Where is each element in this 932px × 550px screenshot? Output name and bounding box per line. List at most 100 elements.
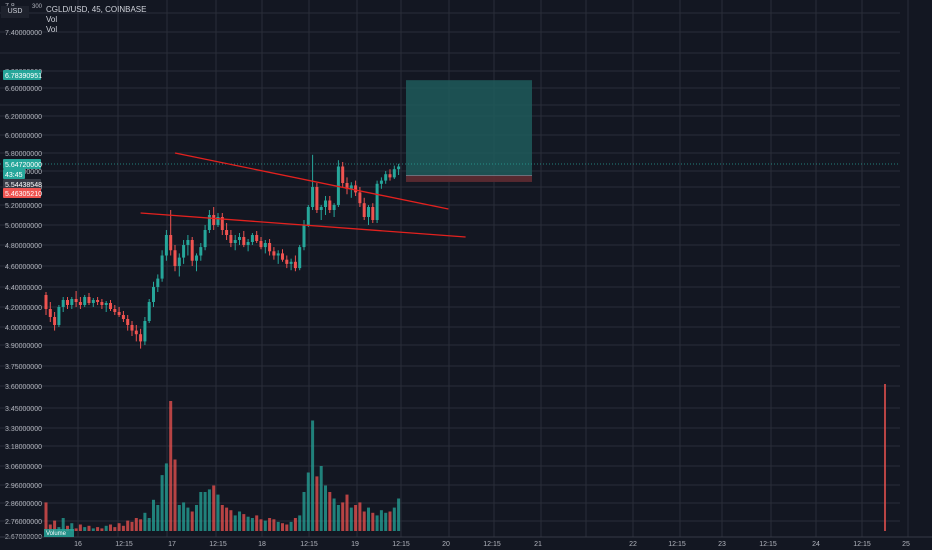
candle-body (384, 174, 388, 181)
target-zone (406, 80, 532, 176)
symbol-title[interactable]: CGLD/USD, 45, COINBASE (46, 5, 147, 14)
candle-body (78, 302, 82, 305)
candle-body (268, 243, 272, 252)
volume-bar (358, 502, 362, 531)
time-tick-label: 22 (629, 541, 637, 548)
price-tick-label: 5.00000000 (5, 223, 42, 230)
time-tick-label: 24 (812, 541, 820, 548)
candle-body (177, 257, 181, 266)
volume-bar (354, 505, 358, 531)
candle-body (392, 169, 396, 178)
price-marker-label: 43:45 (5, 172, 23, 179)
candle-body (250, 235, 254, 242)
price-tick-label-clipped-2: 300 (32, 4, 43, 10)
price-tick-label: 6.60000000 (5, 86, 42, 93)
candle-body (152, 287, 155, 302)
price-marker-label: 5.46305210 (5, 191, 42, 198)
candle-body (238, 237, 241, 240)
volume-bar (147, 518, 151, 531)
volume-bar (384, 512, 388, 531)
volume-bar (177, 505, 181, 531)
candle-body (276, 253, 280, 256)
candle-body (358, 192, 362, 204)
volume-bar (298, 515, 302, 531)
candle-body (336, 166, 340, 205)
position-tool[interactable] (0, 80, 900, 182)
price-tick-label: 3.18000000 (5, 444, 42, 451)
price-tick-label: 2.76000000 (5, 519, 42, 526)
time-tick-label: 12:15 (853, 541, 871, 548)
price-tick-label: 2.86000000 (5, 501, 42, 508)
time-tick-label: 12:15 (209, 541, 227, 548)
volume-bar (229, 510, 233, 531)
candle-body (375, 183, 379, 220)
volume-bar (83, 527, 87, 531)
volume-bar (315, 476, 319, 531)
candle-body (328, 200, 332, 210)
candle-body (173, 250, 177, 266)
volume-axis-badge (44, 529, 74, 537)
candle-body (216, 217, 220, 225)
time-tick-label: 18 (258, 541, 266, 548)
candle-body (160, 255, 164, 279)
candle-body (293, 261, 297, 269)
volume-bar (367, 507, 370, 531)
volume-bar (362, 511, 366, 531)
candle-body (113, 309, 117, 312)
candlesticks (44, 154, 401, 349)
volume-bar (341, 502, 345, 531)
candle-body (225, 230, 229, 235)
candle-body (100, 302, 104, 305)
time-tick-label: 12:15 (483, 541, 501, 548)
volume-bar (134, 518, 138, 531)
volume-bar (332, 498, 336, 531)
price-tick-label: 3.75000000 (5, 364, 42, 371)
volume-bar (130, 521, 134, 531)
volume-bar (104, 525, 108, 531)
candle-body (315, 187, 319, 210)
price-tick-label: 4.40000000 (5, 285, 42, 292)
trendlines[interactable] (140, 152, 466, 238)
volume-indicator-label[interactable]: Vol (46, 15, 58, 24)
trendline-1 (174, 152, 449, 210)
time-tick-label: 20 (442, 541, 450, 548)
volume-bar (186, 507, 190, 531)
currency-badge[interactable]: USD (1, 6, 29, 18)
volume-indicator-label-2[interactable]: Vol (46, 25, 58, 34)
price-marker (3, 169, 25, 179)
volume-bar (259, 519, 263, 531)
chart-legend: CGLD/USD, 45, COINBASE Vol Vol (46, 5, 146, 35)
candle-body (397, 166, 401, 170)
volume-bar (113, 527, 117, 531)
volume-bar (285, 524, 289, 531)
candle-body (341, 166, 345, 183)
candle-body (83, 297, 87, 305)
price-tick-label: 4.80000000 (5, 243, 42, 250)
price-marker (3, 159, 41, 169)
time-tick-label: 12:15 (115, 541, 133, 548)
time-tick-label: 25 (902, 541, 910, 548)
volume-bar (96, 527, 100, 531)
candle-body (109, 303, 112, 309)
time-tick-label: 12:15 (300, 541, 318, 548)
price-marker (3, 188, 41, 198)
price-axis[interactable]: 7.400000007.000000006.600000006.20000000… (3, 3, 43, 541)
volume-bar (61, 518, 65, 531)
candle-body (207, 215, 211, 230)
volume-bar (293, 518, 297, 531)
volume-bar (388, 511, 392, 531)
candle-body (203, 230, 207, 248)
time-axis[interactable]: 16 12:15 17 12:15 18 12:15 19 12:15 20 12:15 21 22 1… (0, 529, 932, 548)
time-tick-label: 16 (74, 541, 82, 548)
volume-bar (173, 459, 177, 531)
price-tick-label: 4.60000000 (5, 264, 42, 271)
candle-body (298, 247, 302, 269)
volume-bar (126, 520, 130, 531)
candle-body (371, 207, 375, 220)
price-marker-label: 5.54438548 (5, 182, 42, 189)
price-tick-label: 3.06000000 (5, 464, 42, 471)
price-tick-label: 3.30000000 (5, 426, 42, 433)
candle-body (302, 225, 306, 248)
volume-bar (242, 514, 246, 531)
